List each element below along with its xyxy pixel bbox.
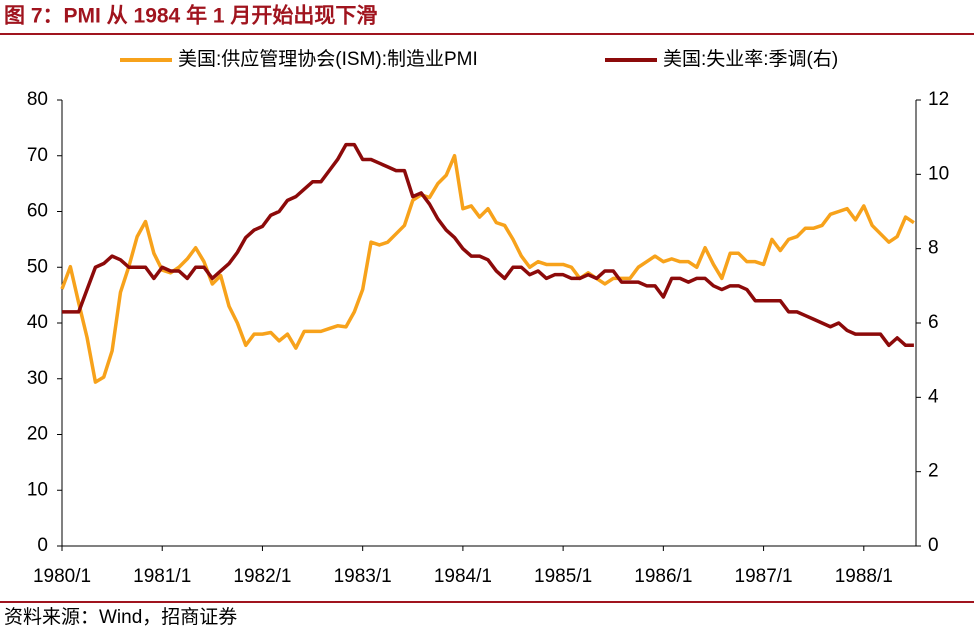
chart-title: 图 7：PMI 从 1984 年 1 月开始出现下滑: [4, 4, 377, 28]
y-tick-label: 0: [37, 535, 48, 556]
x-tick-label: 1986/1: [634, 566, 692, 587]
y-tick-label: 50: [27, 256, 48, 277]
x-tick-label: 1980/1: [33, 566, 91, 587]
y2-tick-label: 6: [928, 312, 939, 333]
x-tick-label: 1981/1: [133, 566, 191, 587]
y2-tick-label: 0: [928, 535, 939, 556]
x-tick-label: 1982/1: [233, 566, 291, 587]
x-tick-label: 1984/1: [434, 566, 492, 587]
y2-tick-label: 10: [928, 163, 949, 184]
source: 资料来源：Wind，招商证券: [4, 606, 237, 628]
x-tick-label: 1988/1: [835, 566, 893, 587]
y-tick-label: 80: [27, 89, 48, 110]
y-tick-label: 10: [27, 479, 48, 500]
series-line: [62, 142, 914, 348]
y2-tick-label: 8: [928, 238, 939, 259]
legend-label: 美国:供应管理协会(ISM):制造业PMI: [178, 48, 478, 70]
x-tick-label: 1985/1: [534, 566, 592, 587]
y-tick-label: 40: [27, 312, 48, 333]
series-line: [60, 154, 915, 384]
x-tick-label: 1987/1: [735, 566, 793, 587]
y-tick-label: 60: [27, 201, 48, 222]
y2-tick-label: 2: [928, 461, 939, 482]
y2-tick-label: 4: [928, 386, 939, 407]
y-tick-label: 30: [27, 368, 48, 389]
y-tick-label: 20: [27, 424, 48, 445]
legend-label: 美国:失业率:季调(右): [663, 48, 838, 70]
x-tick-label: 1983/1: [334, 566, 392, 587]
y2-tick-label: 12: [928, 89, 949, 110]
y-tick-label: 70: [27, 145, 48, 166]
